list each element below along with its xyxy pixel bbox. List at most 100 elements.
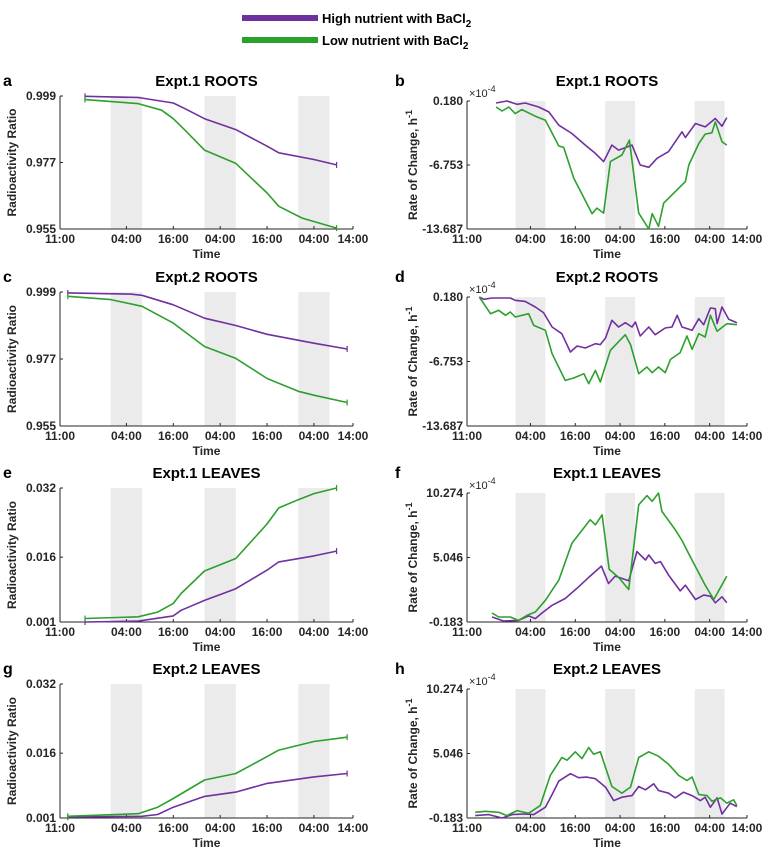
x-tick-label: 16:00 xyxy=(252,429,283,443)
night-shade xyxy=(298,684,330,818)
panel-letter: g xyxy=(3,661,13,678)
exponent-base: ×10 xyxy=(469,676,488,688)
x-tick-label: 04:00 xyxy=(111,429,142,443)
x-axis-label: Time xyxy=(193,836,221,850)
x-tick-label: 04:00 xyxy=(515,821,546,835)
panel-title: Expt.1 ROOTS xyxy=(556,73,659,90)
x-tick-label: 11:00 xyxy=(452,429,482,443)
night-shade xyxy=(694,689,725,818)
x-tick-label: 16:00 xyxy=(158,625,189,639)
panel-letter: h xyxy=(395,661,405,678)
x-tick-label: 14:00 xyxy=(338,232,369,246)
night-shade xyxy=(204,488,236,622)
night-shade xyxy=(605,493,635,622)
exponent-base: ×10 xyxy=(469,284,488,296)
y-axis-label-superscript: -1 xyxy=(404,502,414,510)
x-tick-label: 04:00 xyxy=(605,429,636,443)
y-axis-label-text: Rate of Change, h xyxy=(406,315,420,417)
panel-title: Expt.1 ROOTS xyxy=(155,73,258,90)
panel-letter: c xyxy=(3,269,12,286)
x-tick-label: 16:00 xyxy=(560,625,591,639)
series-line-high-nutrient xyxy=(478,296,738,353)
panel-a: 11:00 04:00 16:00 04:00 16:00 04:00 14:00 0.999… xyxy=(3,73,369,261)
y-axis-label-text: Radioactivity Ratio xyxy=(5,697,19,805)
x-tick-label: 11:00 xyxy=(45,429,75,443)
series-line-high-nutrient xyxy=(495,100,728,169)
x-tick-label: 04:00 xyxy=(515,625,546,639)
exponent-power: -4 xyxy=(488,84,496,94)
panel-f: 11:00 04:00 16:00 04:00 16:00 04:00 14:00 10.27… xyxy=(395,465,763,654)
y-tick-label: 10.274 xyxy=(426,682,463,696)
panel-letter: e xyxy=(3,465,12,482)
series-line-low-nutrient xyxy=(84,98,337,229)
legend-subscript: 2 xyxy=(463,41,469,52)
x-tick-label: 11:00 xyxy=(452,625,482,639)
y-tick-label: 0.016 xyxy=(26,746,56,760)
panel-title: Expt.1 LEAVES xyxy=(152,465,260,482)
y-axis-exponent: ×10-4 xyxy=(469,280,496,296)
y-axis-label-superscript: -1 xyxy=(404,698,414,706)
legend-text: High nutrient with BaCl xyxy=(322,11,466,26)
x-tick-label: 11:00 xyxy=(452,232,482,246)
x-tick-label: 14:00 xyxy=(338,625,369,639)
x-tick-label: 16:00 xyxy=(252,232,283,246)
x-tick-label: 16:00 xyxy=(650,232,681,246)
exponent-power: -4 xyxy=(488,672,496,682)
series-line-low-nutrient xyxy=(67,295,348,404)
series-line-low-nutrient xyxy=(478,296,737,385)
x-tick-label: 16:00 xyxy=(158,429,189,443)
panel-title: Expt.2 LEAVES xyxy=(553,661,661,678)
y-axis-exponent: ×10-4 xyxy=(469,476,496,492)
x-tick-label: 16:00 xyxy=(252,821,283,835)
legend: High nutrient with BaCl2 Low nutrient wi… xyxy=(242,11,472,52)
x-tick-label: 04:00 xyxy=(111,625,142,639)
series-line-high-nutrient xyxy=(84,95,337,166)
exponent-power: -4 xyxy=(488,280,496,290)
y-axis-exponent: ×10-4 xyxy=(469,672,496,688)
y-axis-label: Rate of Change, h-1 xyxy=(404,110,420,220)
x-tick-label: 11:00 xyxy=(45,625,75,639)
x-tick-label: 16:00 xyxy=(158,232,189,246)
x-tick-label: 04:00 xyxy=(605,232,636,246)
y-axis-label-text: Radioactivity Ratio xyxy=(5,305,19,413)
x-tick-label: 16:00 xyxy=(158,821,189,835)
y-axis-label-superscript: -1 xyxy=(404,110,414,118)
x-tick-label: 16:00 xyxy=(650,429,681,443)
y-tick-label: 5.046 xyxy=(433,746,463,760)
y-tick-label: 0.180 xyxy=(433,94,463,108)
y-axis-exponent: ×10-4 xyxy=(469,84,496,100)
series-line-low-nutrient xyxy=(491,492,728,622)
panel-h: 11:00 04:00 16:00 04:00 16:00 04:00 14:00 10.27… xyxy=(395,661,763,850)
x-tick-label: 16:00 xyxy=(560,821,591,835)
x-tick-label: 14:00 xyxy=(338,821,369,835)
x-tick-label: 04:00 xyxy=(111,232,142,246)
x-tick-label: 04:00 xyxy=(694,625,725,639)
y-tick-label: 0.001 xyxy=(26,615,56,629)
x-axis-label: Time xyxy=(593,247,621,261)
y-tick-label: 0.016 xyxy=(26,550,56,564)
night-shade xyxy=(298,488,330,622)
y-tick-label: 0.999 xyxy=(26,89,56,103)
night-shade xyxy=(204,96,236,229)
x-axis-label: Time xyxy=(593,444,621,458)
panel-title: Expt.2 LEAVES xyxy=(152,661,260,678)
y-tick-label: 0.032 xyxy=(26,677,56,691)
y-tick-label: 0.180 xyxy=(433,290,463,304)
y-axis-label-text: Rate of Change, h xyxy=(406,511,420,613)
x-tick-label: 04:00 xyxy=(694,429,725,443)
x-tick-label: 04:00 xyxy=(299,821,330,835)
series-line-low-nutrient xyxy=(84,487,337,620)
y-tick-label: 5.046 xyxy=(433,550,463,564)
panel-letter: f xyxy=(395,465,401,482)
series-line-high-nutrient xyxy=(475,772,738,819)
panel-title: Expt.2 ROOTS xyxy=(155,269,258,286)
x-tick-label: 04:00 xyxy=(515,232,546,246)
x-tick-label: 04:00 xyxy=(605,821,636,835)
night-shade xyxy=(515,101,546,229)
y-tick-label: 0.955 xyxy=(26,419,56,433)
y-tick-label: -6.753 xyxy=(429,158,463,172)
x-tick-label: 14:00 xyxy=(732,429,763,443)
x-tick-label: 16:00 xyxy=(560,232,591,246)
series-line-low-nutrient xyxy=(495,106,728,230)
